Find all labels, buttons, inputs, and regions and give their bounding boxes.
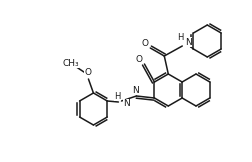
- Text: O: O: [135, 54, 142, 64]
- Text: H: H: [114, 92, 120, 100]
- Text: N: N: [184, 37, 191, 46]
- Text: H: H: [176, 33, 183, 41]
- Text: N: N: [132, 86, 138, 94]
- Text: O: O: [141, 39, 148, 47]
- Text: CH₃: CH₃: [62, 58, 78, 68]
- Text: N: N: [122, 99, 129, 109]
- Text: O: O: [85, 68, 91, 76]
